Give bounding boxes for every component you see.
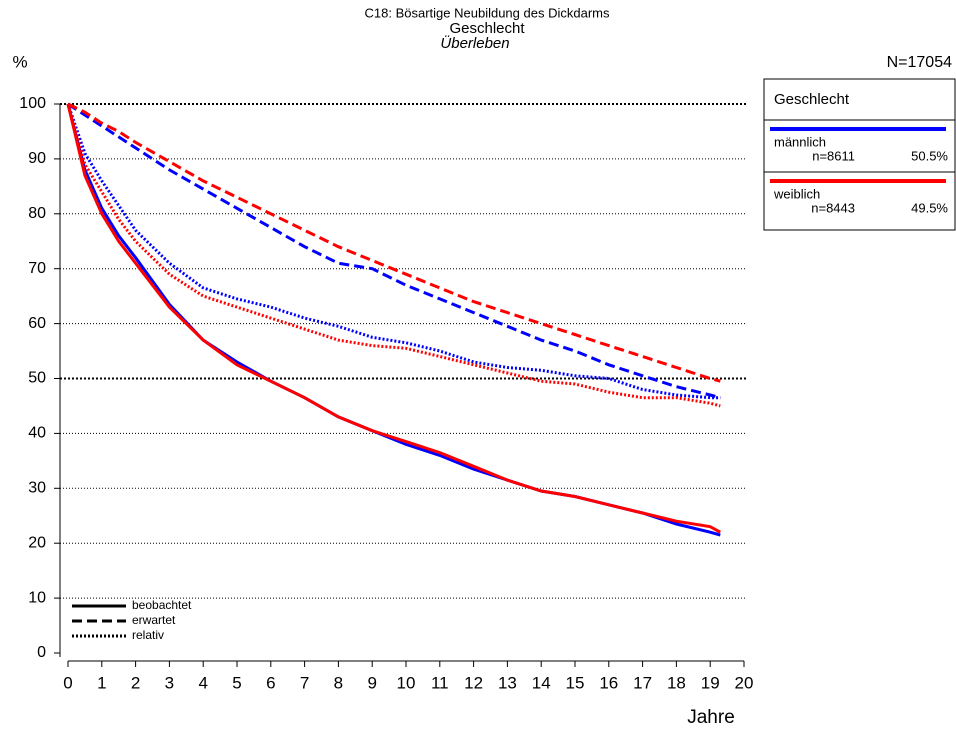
- x-tick-label: 3: [165, 673, 174, 692]
- x-tick-label: 9: [367, 673, 376, 692]
- x-axis-label: Jahre: [687, 707, 735, 728]
- x-tick-label: 4: [198, 673, 207, 692]
- y-tick-label: 80: [28, 205, 46, 222]
- x-tick-label: 8: [334, 673, 343, 692]
- y-tick-label: 10: [28, 589, 46, 606]
- legend-label: männlich: [774, 134, 826, 149]
- survival-line: [66, 103, 721, 400]
- x-tick-label: 17: [633, 673, 652, 692]
- survival-line: [66, 103, 721, 408]
- chart-subtitle: Geschlecht: [449, 20, 525, 37]
- legend-title: Geschlecht: [774, 91, 850, 108]
- chart-title: C18: Bösartige Neubildung des Dickdarms: [365, 5, 610, 20]
- x-tick-label: 6: [266, 673, 275, 692]
- x-tick-label: 0: [63, 673, 72, 692]
- x-tick-label: 16: [599, 673, 618, 692]
- x-tick-label: 20: [735, 673, 754, 692]
- x-tick-label: 15: [566, 673, 585, 692]
- survival-line: [67, 102, 721, 383]
- x-tick-label: 19: [701, 673, 720, 692]
- style-legend-label: relativ: [132, 628, 164, 642]
- y-tick-label: 70: [28, 260, 46, 277]
- x-tick-label: 10: [397, 673, 416, 692]
- y-tick-label: 50: [28, 370, 46, 387]
- style-legend-label: erwartet: [132, 613, 176, 627]
- measure-label: Überleben: [440, 34, 509, 52]
- x-tick-label: 7: [300, 673, 309, 692]
- x-tick-label: 2: [131, 673, 140, 692]
- survival-line: [66, 103, 721, 537]
- survival-line: [66, 103, 722, 534]
- x-tick-label: 1: [97, 673, 106, 692]
- survival-line: [67, 102, 721, 400]
- y-tick-label: 0: [37, 644, 46, 661]
- style-legend-label: beobachtet: [132, 598, 192, 612]
- x-tick-label: 13: [498, 673, 517, 692]
- y-tick-label: 90: [28, 150, 46, 167]
- legend-share: 49.5%: [911, 200, 948, 215]
- x-tick-label: 14: [532, 673, 551, 692]
- total-count: N=17054: [887, 54, 952, 71]
- y-tick-label: 60: [28, 315, 46, 332]
- x-tick-label: 11: [431, 673, 449, 692]
- legend-label: weiblich: [773, 186, 820, 201]
- y-tick-label: 40: [28, 425, 46, 442]
- x-tick-label: 12: [464, 673, 483, 692]
- x-tick-label: 5: [232, 673, 241, 692]
- y-tick-label: 20: [28, 534, 46, 551]
- y-tick-label: 100: [19, 95, 46, 112]
- x-tick-label: 18: [667, 673, 686, 692]
- y-tick-label: 30: [28, 480, 46, 497]
- legend-count: n=8443: [811, 200, 855, 215]
- legend-share: 50.5%: [911, 148, 948, 163]
- y-axis-label: %: [12, 52, 27, 71]
- legend-box: [763, 78, 956, 231]
- legend-count: n=8611: [812, 148, 855, 163]
